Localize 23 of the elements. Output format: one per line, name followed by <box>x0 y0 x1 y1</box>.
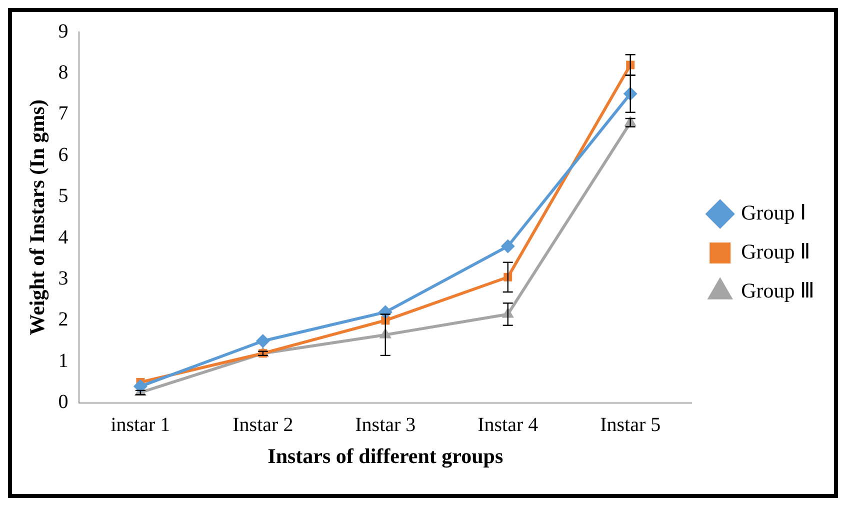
point <box>500 239 515 254</box>
y-tick-label: 8 <box>58 61 68 84</box>
y-tick-label: 4 <box>58 226 68 248</box>
y-tick-label: 2 <box>58 308 68 331</box>
point <box>133 379 148 394</box>
y-tick-label: 6 <box>58 144 68 166</box>
point <box>256 334 270 348</box>
legend-label: Group Ⅱ <box>741 240 810 264</box>
x-tick-label: Instar 3 <box>355 414 416 436</box>
y-tick-label: 9 <box>58 20 68 42</box>
y-tick-label: 3 <box>58 267 68 290</box>
legend-label: Group Ⅲ <box>741 278 814 303</box>
y-tick-label: 7 <box>58 102 68 125</box>
legend-label: Group Ⅰ <box>741 200 806 225</box>
y-tick-label: 1 <box>58 350 68 372</box>
x-tick-label: instar 1 <box>110 414 170 436</box>
y-tick-label: 0 <box>58 391 68 414</box>
x-tick-label: Instar 5 <box>600 414 661 436</box>
x-tick-label: Instar 2 <box>232 414 294 436</box>
y-tick-label: 5 <box>58 185 68 208</box>
x-tick-label: Instar 4 <box>478 414 538 436</box>
x-axis-title: Instars of different groups <box>268 444 504 468</box>
y-axis-title: Weight of Instars (In gms) <box>25 100 50 336</box>
